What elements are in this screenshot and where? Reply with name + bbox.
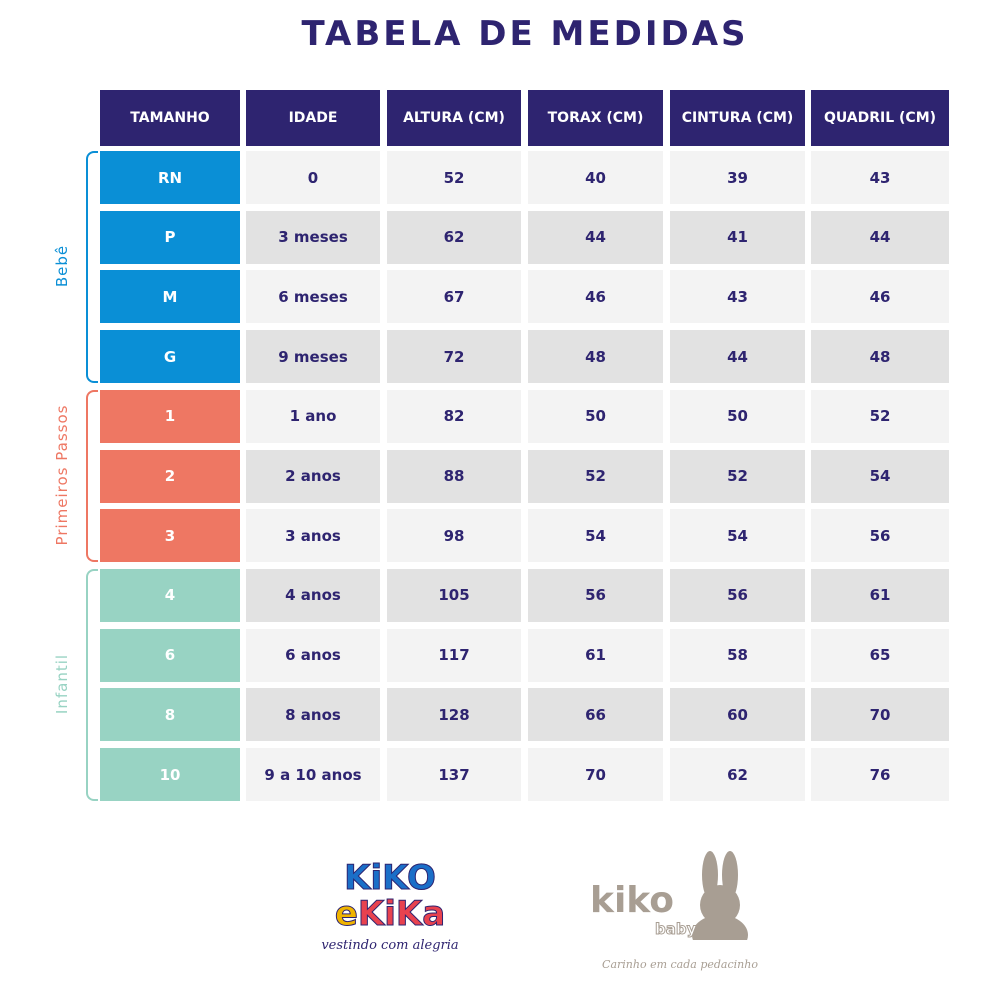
table-cell: 8 anos [246,688,380,742]
table-cell: 39 [670,151,805,204]
table-cell: 56 [811,509,949,563]
table-cell: 43 [670,270,805,324]
size-cell: G [100,330,240,384]
table-cell: 0 [246,151,380,204]
table-cell: 1 ano [246,389,380,443]
column-header: TAMANHO [100,90,240,146]
table-cell: 98 [387,509,521,563]
table-cell: 3 meses [246,210,380,264]
table-cell: 40 [528,151,663,204]
table-cell: 46 [811,270,949,324]
table-cell: 70 [811,688,949,742]
column-header: TORAX (CM) [528,90,663,146]
table-cell: 65 [811,628,949,682]
table-cell: 52 [811,389,949,443]
column-header: IDADE [246,90,380,146]
column-header: QUADRIL (CM) [811,90,949,146]
table-cell: 61 [811,568,949,622]
column-header: ALTURA (CM) [387,90,521,146]
table-cell: 62 [670,748,805,801]
page-title: TABELA DE MEDIDAS [301,14,749,54]
size-cell: 10 [100,748,240,801]
table-cell: 62 [387,210,521,264]
table-cell: 48 [528,330,663,384]
table-cell: 52 [670,449,805,503]
table-cell: 54 [670,509,805,563]
table-cell: 54 [811,449,949,503]
table-cell: 117 [387,628,521,682]
group-bracket [86,389,98,563]
table-cell: 44 [528,210,663,264]
table-cell: 58 [670,628,805,682]
size-cell: P [100,210,240,264]
size-cell: M [100,270,240,324]
table-cell: 72 [387,330,521,384]
size-cell: 4 [100,568,240,622]
table-cell: 60 [670,688,805,742]
table-cell: 66 [528,688,663,742]
table-cell: 76 [811,748,949,801]
table-cell: 3 anos [246,509,380,563]
kiko-e-kika-logo: KiKO eKiKa vestindo com alegria [321,858,459,954]
table-cell: 48 [811,330,949,384]
table-cell: 6 meses [246,270,380,324]
table-cell: 50 [670,389,805,443]
size-cell: 8 [100,688,240,742]
table-cell: 54 [528,509,663,563]
table-cell: 52 [528,449,663,503]
size-cell: 3 [100,509,240,563]
table-cell: 9 a 10 anos [246,748,380,801]
group-label: Infantil [53,653,71,715]
table-cell: 4 anos [246,568,380,622]
table-cell: 88 [387,449,521,503]
table-cell: 50 [528,389,663,443]
table-cell: 9 meses [246,330,380,384]
table-cell: 43 [811,151,949,204]
table-cell: 44 [670,330,805,384]
group-label: Bebê [53,244,71,288]
group-label: Primeiros Passos [53,404,71,546]
table-cell: 56 [670,568,805,622]
table-cell: 67 [387,270,521,324]
table-cell: 6 anos [246,628,380,682]
group-bracket [86,568,98,801]
bunny-icon [692,851,748,940]
table-cell: 105 [387,568,521,622]
table-cell: 41 [670,210,805,264]
table-cell: 61 [528,628,663,682]
size-cell: RN [100,151,240,204]
table-cell: 82 [387,389,521,443]
table-cell: 137 [387,748,521,801]
size-cell: 1 [100,389,240,443]
size-cell: 2 [100,449,240,503]
table-cell: 46 [528,270,663,324]
column-header: CINTURA (CM) [670,90,805,146]
size-cell: 6 [100,628,240,682]
table-cell: 52 [387,151,521,204]
table-cell: 44 [811,210,949,264]
table-cell: 2 anos [246,449,380,503]
table-cell: 56 [528,568,663,622]
table-cell: 70 [528,748,663,801]
table-cell: 128 [387,688,521,742]
group-bracket [86,151,98,384]
